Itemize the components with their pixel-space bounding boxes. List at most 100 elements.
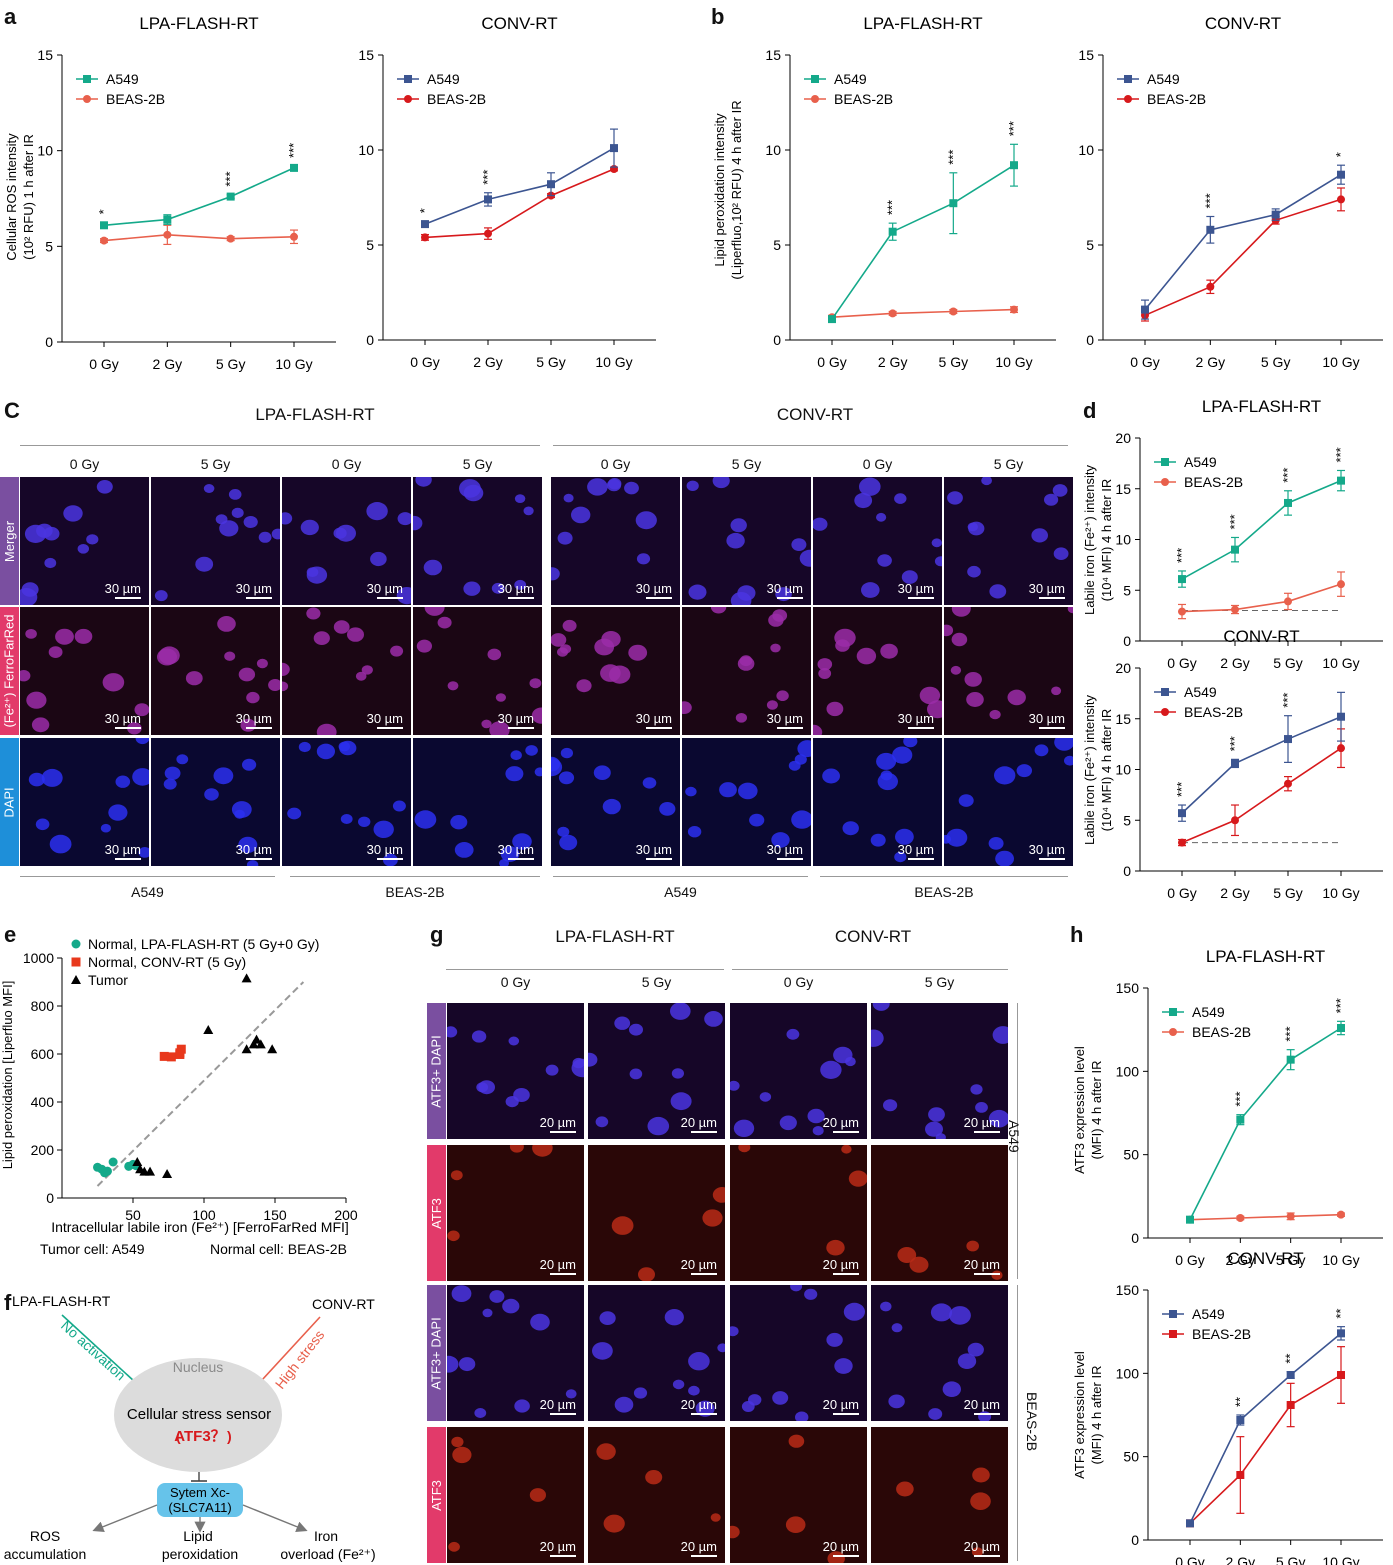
fit-line [96,981,305,1187]
c-cell-label-2: BEAS-2B [385,884,445,900]
legend-marker [1169,1330,1177,1338]
panel-label-f: f [4,1290,12,1315]
legend-label: A549 [106,71,139,87]
legend-marker [404,95,412,103]
point [1236,1214,1245,1222]
y-tick-label: 5 [1123,582,1131,598]
scatter-point [102,1166,112,1176]
legend-marker [1161,458,1169,466]
series-line-BEAS-2B [1181,747,1342,844]
c-row-label: Merger [0,477,19,605]
scatter-point [108,1157,118,1167]
legend-label: A549 [834,71,867,87]
x-tick-label: 5 Gy [1273,655,1303,671]
micrograph-tile: 20 µm [447,1285,584,1421]
e-note-normal: Normal cell: BEAS-2B [210,1241,347,1257]
point [1337,712,1345,721]
atf3-ylabel-1a: ATF3 expression level [1072,1046,1087,1174]
x-tick-label: 10 Gy [1322,885,1359,901]
scale-bar: 20 µm [964,1115,1000,1133]
x-tick-label: 2 Gy [1220,655,1250,671]
significance-mark: *** [1280,468,1295,483]
micrograph-tile: 30 µm [682,607,811,735]
legend-label: A549 [1184,684,1217,700]
f-atf3: ATF3？ [174,1428,225,1445]
scale-bar: 20 µm [681,1397,717,1415]
g-header-conv: CONV-RT [834,927,912,946]
x-tick-label: 5 Gy [536,354,566,370]
point [1231,759,1239,768]
y-tick-label: 15 [1078,47,1094,63]
chart-title: LPA-FLASH-RT [863,14,982,33]
y-tick-label: 0 [1131,1230,1139,1246]
legend-marker [1161,708,1169,716]
legend-marker [83,95,91,103]
micrograph-tile: 30 µm [551,738,680,866]
legend-marker [1124,95,1132,103]
x-tick-label: 5 Gy [1276,1554,1306,1565]
legend-label: A549 [427,71,460,87]
micrograph-tile: 20 µm [871,1003,1008,1139]
g-dose-label: 0 Gy [500,974,531,990]
ros-ylabel-2: (10² RFU) 1 h after IR [21,134,36,260]
significance-mark: *** [1333,447,1348,462]
micrograph-tile: 30 µm [282,477,411,605]
micrograph-tile: 20 µm [588,1145,725,1281]
scale-bar: 20 µm [823,1539,859,1557]
scale-bar: 30 µm [367,842,403,860]
x-tick-label: 10 Gy [1322,655,1359,671]
ros-ylabel-1: Cellular ROS intensity [4,133,19,261]
point [1337,1371,1345,1379]
significance-mark: ** [1333,1309,1348,1319]
point [1286,1401,1295,1409]
significance-mark: * [96,209,111,214]
scale-bar: 20 µm [964,1257,1000,1275]
iron-ylabel-1b: Labile iron (Fe²⁺) intensity [1082,695,1097,845]
micrograph-tile: 20 µm [730,1427,867,1563]
scale-bar: 30 µm [498,842,534,860]
series-line-BEAS-2B [831,308,1015,318]
scale-bar: 30 µm [767,842,803,860]
significance-mark: *** [1283,1026,1298,1041]
scale-bar: 20 µm [540,1539,576,1557]
micrograph-tile: 30 µm [20,477,149,605]
scale-bar: 20 µm [540,1257,576,1275]
legend-label: BEAS-2B [1192,1326,1251,1342]
scale-bar: 30 µm [498,711,534,729]
y-tick-label: 0 [46,1190,54,1206]
series-line-BEAS-2B [1144,198,1342,317]
panel-label-c: C [4,398,20,423]
x-tick-label: 0 Gy [89,356,119,372]
legend-marker [71,975,81,984]
scatter-point [255,1039,266,1049]
x-tick-label: 0 Gy [1167,885,1197,901]
scale-bar: 30 µm [236,842,272,860]
series-line-A549 [424,147,615,225]
scale-bar: 30 µm [636,581,672,599]
x-tick-label: 2 Gy [1220,885,1250,901]
c-row-label: DAPI [0,738,19,866]
scale-bar: 30 µm [898,842,934,860]
x-tick-label: 200 [334,1207,358,1223]
point [226,234,235,243]
c-cell-label-3: A549 [664,884,697,900]
point [484,229,492,238]
legend-label: BEAS-2B [834,91,893,107]
legend-marker [811,75,819,83]
series-line-A549 [103,167,295,227]
atf3-ylabel-2b: (MFI) 4 h after IR [1089,1366,1104,1465]
point [1284,735,1292,744]
micrograph-tile: 30 µm [413,738,542,866]
significance-mark: *** [223,171,238,186]
series-line-BEAS-2B [1189,1374,1342,1524]
f-xc2: (SLC7A11) [168,1500,231,1515]
iron-ylabel-2b: (10⁴ MFI) 4 h after IR [1099,709,1114,832]
legend-marker [811,95,819,103]
y-tick-label: 10 [1115,532,1131,548]
scatter-point [241,973,252,983]
c-dose-label: 0 Gy [600,456,631,472]
